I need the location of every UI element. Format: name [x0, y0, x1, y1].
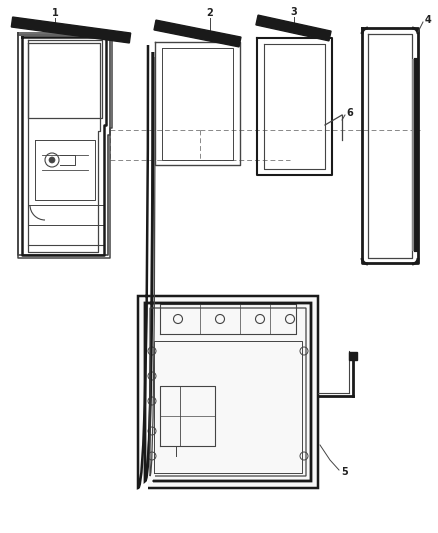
Polygon shape: [11, 17, 131, 43]
Circle shape: [49, 157, 55, 163]
Polygon shape: [349, 352, 357, 360]
Polygon shape: [154, 20, 241, 47]
Text: 6: 6: [346, 108, 353, 118]
Text: 2: 2: [207, 8, 213, 18]
Text: 1: 1: [52, 8, 58, 18]
Text: 5: 5: [342, 467, 348, 477]
Polygon shape: [256, 15, 331, 41]
PathPatch shape: [138, 296, 318, 488]
Text: 3: 3: [291, 7, 297, 17]
Text: 4: 4: [424, 15, 431, 25]
